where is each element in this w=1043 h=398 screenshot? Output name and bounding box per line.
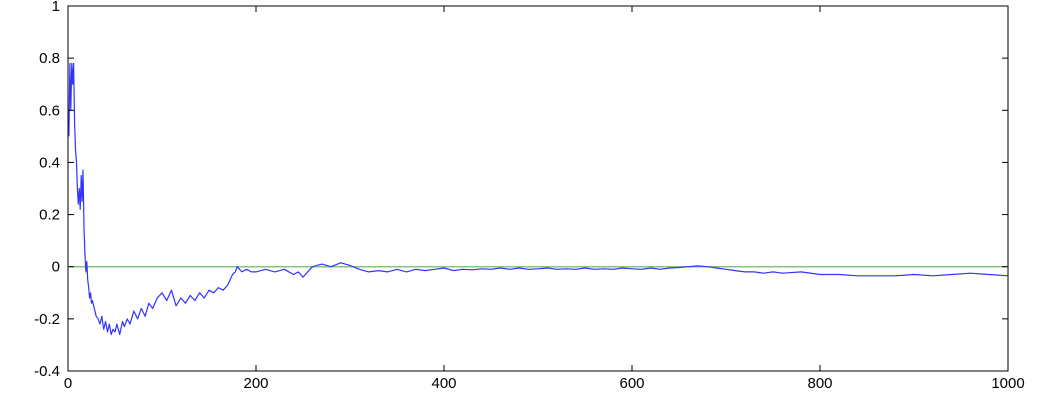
x-tick-label: 200 xyxy=(243,375,268,392)
y-tick-label: -0.2 xyxy=(34,311,60,328)
y-tick-label: 1 xyxy=(52,0,60,15)
x-tick-label: 600 xyxy=(619,375,644,392)
series-line-0 xyxy=(68,62,1009,336)
y-tick-label: 0.4 xyxy=(39,154,60,171)
x-tick-label: 1000 xyxy=(991,375,1024,392)
x-tick-label: 0 xyxy=(64,375,72,392)
x-tick-label: 800 xyxy=(807,375,832,392)
y-tick-label: 0.8 xyxy=(39,50,60,67)
y-tick-label: -0.4 xyxy=(34,363,60,380)
y-tick-label: 0 xyxy=(52,259,60,276)
x-tick-label: 400 xyxy=(431,375,456,392)
y-tick-label: 0.2 xyxy=(39,207,60,224)
y-tick-label: 0.6 xyxy=(39,102,60,119)
plot-area xyxy=(67,5,1009,372)
